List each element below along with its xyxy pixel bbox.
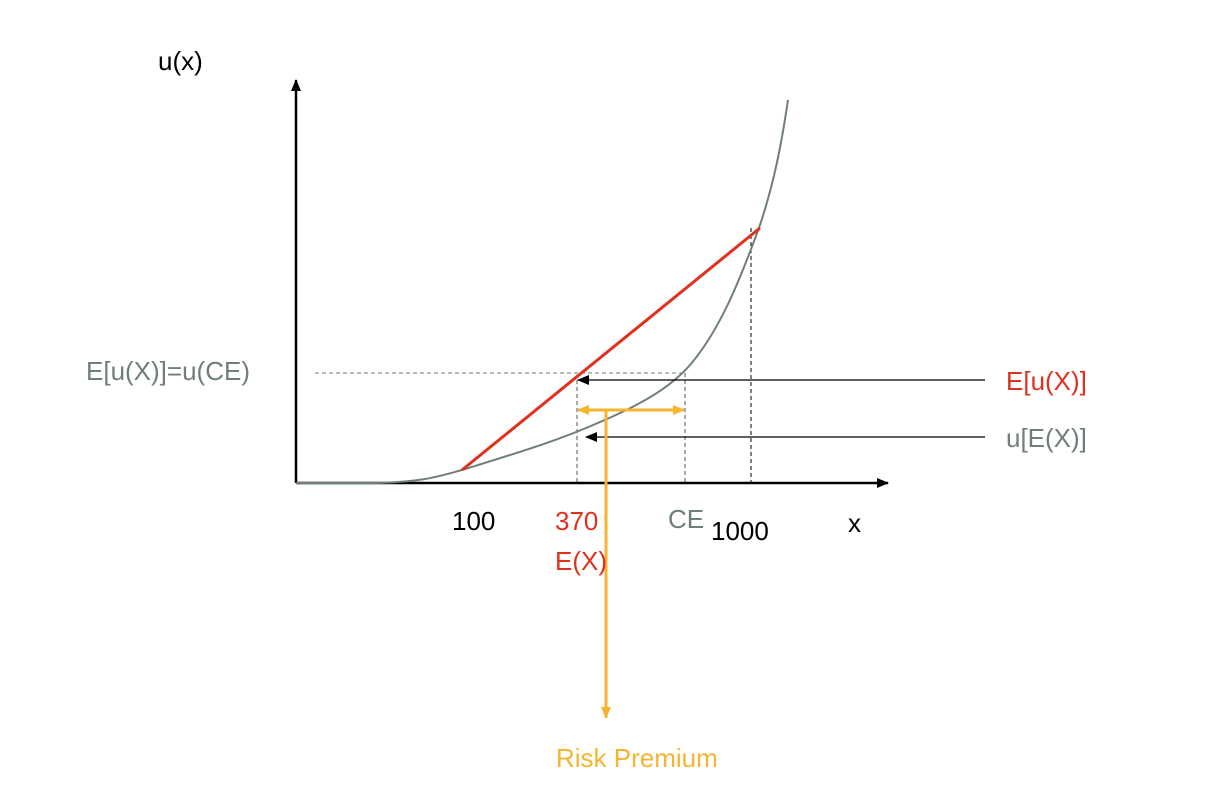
y-axis-label: u(x) — [158, 46, 203, 76]
expected-utility-chord — [461, 226, 761, 472]
tick-label-low: 100 — [452, 506, 495, 536]
tick-label-high: 1000 — [711, 516, 769, 546]
x-axis-label: x — [848, 508, 861, 538]
utility-curve — [296, 99, 789, 484]
tick-label-certainty-equivalent: CE — [668, 504, 704, 534]
utility-of-expected-label: u[E(X)] — [1006, 423, 1087, 453]
tick-label-expected-value: 370 — [555, 506, 598, 536]
risk-premium-label: Risk Premium — [556, 743, 718, 773]
eu-equals-uce-label: E[u(X)]=u(CE) — [86, 356, 250, 386]
tick-label-expected-value-name: E(X) — [555, 546, 607, 576]
expected-utility-label: E[u(X)] — [1006, 366, 1087, 396]
